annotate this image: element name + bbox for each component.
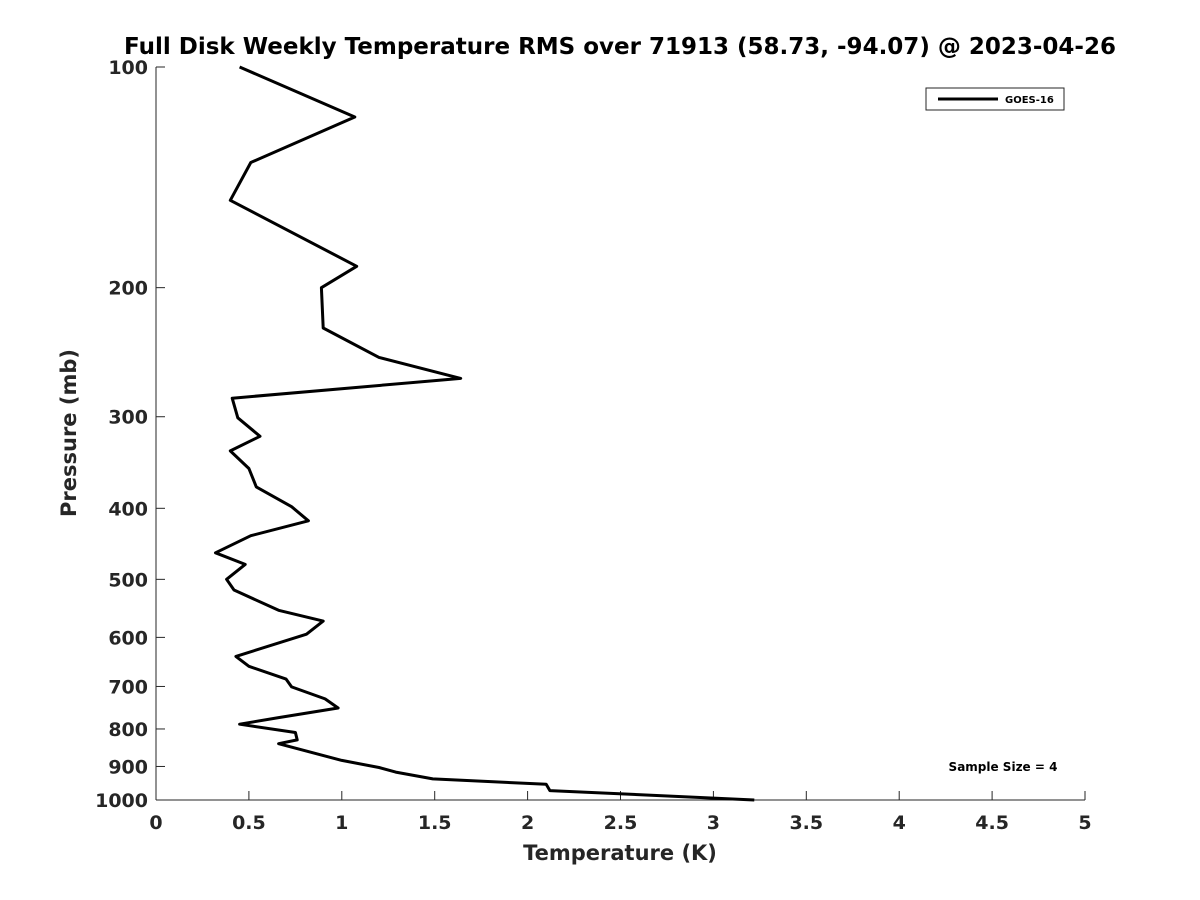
legend-entry-goes-16: GOES-16 — [1005, 95, 1054, 106]
y-axis-label: Pressure (mb) — [57, 349, 81, 517]
x-tick-label: 2.5 — [604, 812, 638, 834]
x-tick-label: 0 — [149, 812, 162, 834]
y-tick-label: 300 — [108, 407, 148, 429]
series-line-goes-16 — [214, 65, 755, 802]
y-tick-label: 800 — [108, 719, 148, 741]
x-axis-ticks: 0 0.5 1 1.5 2 2.5 3 3.5 4 4.5 5 — [149, 791, 1092, 834]
x-tick-label: 1.5 — [418, 812, 452, 834]
y-tick-label: 200 — [108, 278, 148, 300]
x-tick-label: 5 — [1078, 812, 1091, 834]
plot-area — [155, 67, 1085, 801]
x-tick-label: 3.5 — [789, 812, 823, 834]
y-tick-label: 100 — [108, 57, 148, 79]
x-tick-label: 1 — [335, 812, 348, 834]
x-axis-label: Temperature (K) — [523, 841, 717, 865]
x-tick-label: 0.5 — [232, 812, 266, 834]
y-tick-label: 600 — [108, 627, 148, 649]
y-tick-label: 700 — [108, 676, 148, 698]
x-tick-label: 4.5 — [975, 812, 1009, 834]
y-tick-label: 400 — [108, 498, 148, 520]
y-tick-label: 1000 — [95, 790, 148, 812]
plot-background — [156, 67, 1085, 800]
y-axis-ticks: 100 200 300 400 500 600 700 800 900 1000 — [95, 57, 165, 812]
series-layer — [214, 65, 755, 802]
sample-size-annotation: Sample Size = 4 — [949, 760, 1058, 774]
x-tick-label: 2 — [521, 812, 534, 834]
legend: GOES-16 — [925, 87, 1065, 111]
y-tick-label: 900 — [108, 756, 148, 778]
y-tick-label: 500 — [108, 569, 148, 591]
chart-title: Full Disk Weekly Temperature RMS over 71… — [124, 34, 1116, 60]
x-tick-label: 4 — [893, 812, 906, 834]
x-tick-label: 3 — [707, 812, 720, 834]
